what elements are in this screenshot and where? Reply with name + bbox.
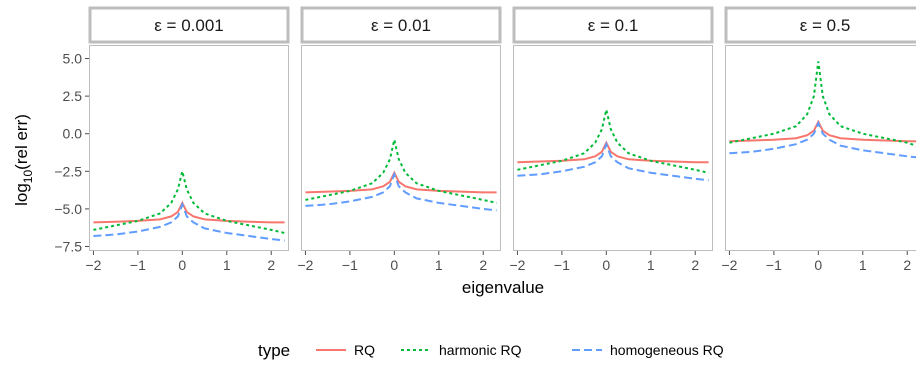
x-tick-label: 1 xyxy=(435,257,443,273)
x-axis-title: eigenvalue xyxy=(462,278,544,297)
y-tick-label: 0.0 xyxy=(63,126,83,142)
x-tick-label: 0 xyxy=(814,257,822,273)
panel: ε = 0.1 −2 −1 0 1 2 xyxy=(509,6,714,273)
y-tick-label: 5.0 xyxy=(63,51,83,67)
strip-label: ε = 0.001 xyxy=(154,16,224,35)
strip-box xyxy=(724,6,916,44)
y-axis-title: log10(rel err) xyxy=(12,114,35,206)
series-line-homogeneous-rq xyxy=(517,141,709,182)
strip-box xyxy=(300,6,502,44)
series-line-rq xyxy=(93,200,285,224)
strip-label: ε = 0.1 xyxy=(588,16,639,35)
x-tick-label: 2 xyxy=(479,257,487,273)
series-line-rq xyxy=(517,140,709,164)
y-tick-label: −5.0 xyxy=(54,201,82,217)
y-axis-title-rest: (rel err) xyxy=(12,114,31,170)
series-line-homogeneous-rq xyxy=(305,171,497,212)
x-tick-label: −1 xyxy=(554,257,570,273)
y-axis: 5.0 2.5 0.0 −2.5 −5.0 −7.5 xyxy=(54,51,89,254)
legend-label: RQ xyxy=(354,342,375,358)
panel: ε = 0.01 −2 −1 0 1 2 xyxy=(297,6,502,273)
x-tick-label: −2 xyxy=(721,257,737,273)
panel-border xyxy=(301,45,501,251)
x-tick-label: −2 xyxy=(509,257,525,273)
x-tick-label: −1 xyxy=(342,257,358,273)
series-line-harmonic-rq xyxy=(93,171,285,234)
x-tick-label: 0 xyxy=(178,257,186,273)
legend-label: harmonic RQ xyxy=(439,342,522,358)
panel-border xyxy=(89,45,289,251)
chart-panels: ε = 0.001 −2 −1 0 1 2 ε = 0.01 −2 −1 0 1 2 ε = 0.1 −2… xyxy=(85,6,916,273)
x-tick-label: 1 xyxy=(859,257,867,273)
legend: type RQ harmonic RQ homogeneous RQ xyxy=(258,341,724,360)
strip-label: ε = 0.01 xyxy=(371,16,431,35)
panel-border xyxy=(513,45,713,251)
x-tick-label: −2 xyxy=(85,257,101,273)
x-tick-label: 1 xyxy=(223,257,231,273)
x-tick-label: 1 xyxy=(647,257,655,273)
x-tick-label: 2 xyxy=(691,257,699,273)
y-tick-label: −7.5 xyxy=(54,238,82,254)
x-tick-label: −1 xyxy=(130,257,146,273)
x-tick-label: −1 xyxy=(766,257,782,273)
x-tick-label: 2 xyxy=(903,257,911,273)
panel-border xyxy=(725,45,916,251)
series-line-homogeneous-rq xyxy=(729,120,916,159)
x-tick-label: −2 xyxy=(297,257,313,273)
series-line-harmonic-rq xyxy=(729,61,916,147)
panel: ε = 0.5 −2 −1 0 1 2 xyxy=(721,6,916,273)
y-axis-title-subscript: 10 xyxy=(21,170,35,184)
strip-box xyxy=(88,6,290,44)
x-tick-label: 0 xyxy=(602,257,610,273)
legend-title: type xyxy=(258,341,290,360)
x-tick-label: 0 xyxy=(390,257,398,273)
strip-label: ε = 0.5 xyxy=(800,16,851,35)
panel: ε = 0.001 −2 −1 0 1 2 xyxy=(85,6,290,273)
series-line-homogeneous-rq xyxy=(93,201,285,242)
series-line-rq xyxy=(305,170,497,194)
y-tick-label: −2.5 xyxy=(54,163,82,179)
y-tick-label: 2.5 xyxy=(63,88,83,104)
series-line-harmonic-rq xyxy=(517,109,709,174)
series-line-harmonic-rq xyxy=(305,139,497,204)
legend-label: homogeneous RQ xyxy=(610,342,724,358)
x-tick-label: 2 xyxy=(267,257,275,273)
strip-box xyxy=(512,6,714,44)
